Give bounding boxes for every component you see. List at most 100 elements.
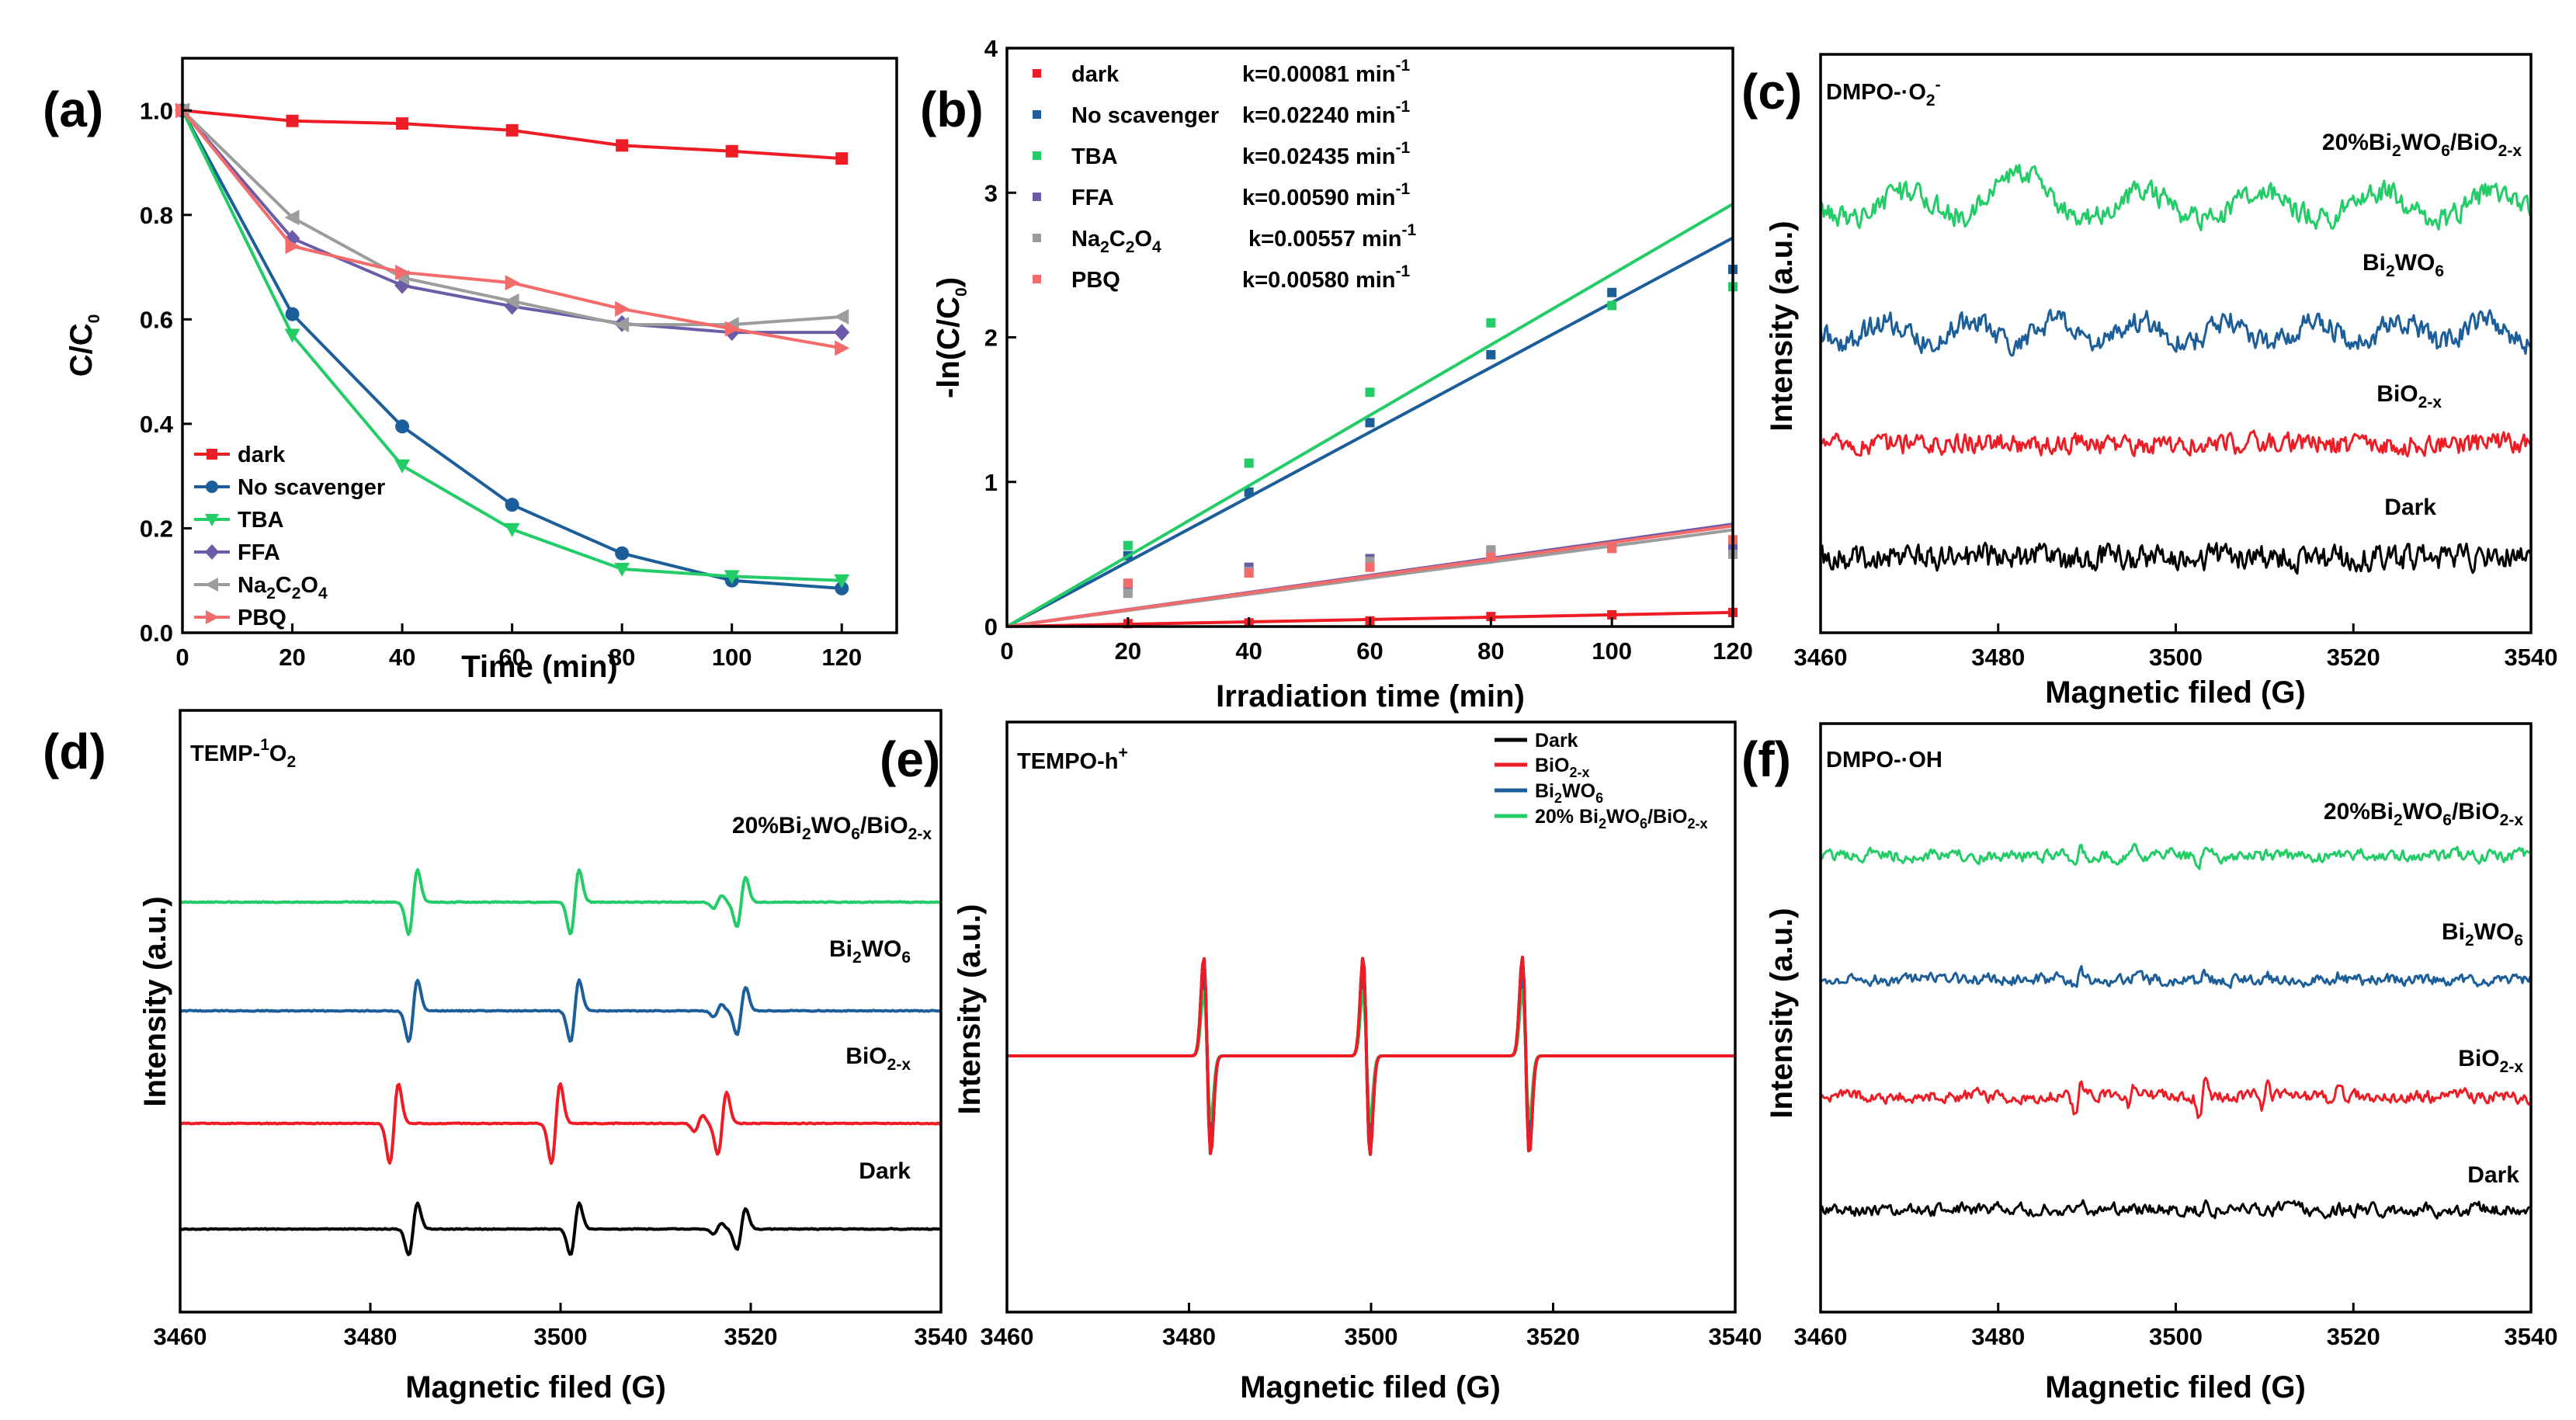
data-point [615, 546, 630, 561]
panel-d-title: TEMP-1O2 [190, 736, 296, 771]
panel-e-x-tick-label: 3540 [1709, 1323, 1762, 1350]
panel-e-title: TEMPO-h+ [1017, 744, 1128, 774]
panel-b-y-tick-label: 2 [984, 325, 998, 352]
panel-b: (b) 0 20 40 60 80 100 120 0 1 2 3 4 Irradiation ti… [920, 35, 1753, 713]
legend-item-tba-k: TBA k=0.02435 min-1 [1033, 139, 1411, 169]
panel-b-x-tick-label: 40 [1235, 637, 1262, 665]
panel-e-x-title: Magnetic filed (G) [1240, 1370, 1501, 1404]
data-point [616, 139, 629, 152]
data-point [614, 317, 630, 333]
panel-f-x-tick-label: 3540 [2505, 1323, 2558, 1350]
panel-c-letter: (c) [1741, 64, 1802, 120]
data-point [1244, 458, 1254, 468]
legend-e-item-composite: 20% Bi2WO6/BiO2-x [1495, 806, 1707, 832]
epr-trace-1 [1819, 308, 2532, 357]
panel-d-label-dark: Dark [859, 1158, 911, 1184]
data-point [395, 264, 411, 280]
panel-a-x-tick-label: 40 [389, 644, 415, 671]
legend-label-ffa: FFA [238, 540, 280, 565]
panel-a-x-tick-label: 100 [712, 644, 752, 671]
data-point [834, 324, 850, 342]
data-point [835, 340, 850, 356]
legend-label-tba: TBA [238, 508, 284, 533]
panel-b-y-tick-label: 0 [984, 613, 998, 641]
data-point [285, 307, 300, 321]
panel-f-label-bi2wo6: Bi2WO6 [2442, 919, 2523, 950]
panel-a-y-ticks: 0.0 0.2 0.4 0.6 0.8 1.0 [140, 97, 192, 647]
epr-trace-0 [1819, 842, 2531, 870]
data-point [1607, 543, 1617, 554]
legend-item-no-scavenger-k: No scavenger k=0.02240 min-1 [1033, 98, 1411, 128]
panel-f-label-dark: Dark [2467, 1162, 2519, 1188]
panel-e-x-ticks: 3460 3480 3500 3520 3540 [981, 1303, 1762, 1350]
panel-a-plot [175, 102, 850, 595]
data-point [614, 562, 630, 577]
panel-e-letter: (e) [880, 731, 940, 787]
legend-item-na2c2o4: Na2C2O4 [194, 573, 328, 602]
panel-b-x-tick-label: 120 [1713, 637, 1753, 665]
panel-f-plot [1819, 842, 2532, 1220]
panel-a-y-tick-label: 0.2 [140, 515, 173, 542]
data-point [1486, 552, 1496, 562]
data-point [505, 498, 519, 512]
data-point [1244, 487, 1254, 497]
epr-trace-3 [179, 1201, 942, 1256]
legend-label-na2c2o4: Na2C2O4 [238, 573, 328, 602]
panel-f-x-tick-label: 3480 [1971, 1323, 2025, 1350]
legend-e-label-composite: 20% Bi2WO6/BiO2-x [1535, 806, 1707, 832]
legend-label-pbq: PBQ [238, 606, 286, 630]
panel-d: (d) 3460 3480 3500 3520 3540 Magnetic filed … [43, 709, 967, 1404]
legend-e-item-bio2x: BiO2-x [1495, 755, 1589, 780]
legend-b-label-na2c2o4: Na2C2O4 [1071, 227, 1161, 256]
legend-e-label-dark: Dark [1535, 730, 1578, 752]
panel-c-x-tick-label: 3480 [1971, 644, 2025, 671]
panel-a-x-ticks: 0 20 40 60 80 100 120 [175, 623, 862, 671]
panel-a-x-title: Time (min) [461, 650, 618, 684]
legend-b-label-pbq: PBQ [1071, 268, 1120, 293]
panel-e-y-title: Intensity (a.u.) [953, 904, 987, 1114]
panel-e-legend: Dark BiO2-x Bi2WO6 20% Bi2WO6/BiO2-x [1495, 730, 1707, 832]
data-point [1123, 588, 1133, 599]
legend-item-pbq: PBQ [194, 606, 286, 630]
data-point [835, 581, 849, 595]
data-point [394, 459, 411, 474]
legend-b-label-ffa: FFA [1071, 186, 1114, 210]
panel-b-y-tick-label: 1 [984, 469, 998, 496]
panel-a-frame [181, 57, 898, 634]
legend-e-label-bi2wo6: Bi2WO6 [1535, 780, 1603, 806]
epr-trace-3 [1819, 541, 2532, 575]
panel-c-label-dark: Dark [2384, 495, 2436, 520]
panel-b-letter: (b) [920, 82, 984, 137]
panel-b-y-tick-label: 4 [984, 35, 998, 62]
data-point [1365, 387, 1375, 398]
panel-c-y-title: Intensity (a.u.) [1765, 220, 1799, 431]
panel-c: (c) 3460 3480 3500 3520 3540 Magnetic filed … [1741, 53, 2558, 710]
legend-item-tba: TBA [194, 508, 284, 533]
data-point [1365, 418, 1375, 428]
panel-c-label-bio2x: BiO2-x [2376, 381, 2442, 411]
data-point [284, 210, 300, 226]
data-point [1486, 318, 1496, 328]
data-point [505, 123, 519, 137]
panel-f: (f) 3460 3480 3500 3520 3540 Magnetic filed … [1741, 722, 2558, 1404]
panel-a-letter: (a) [43, 82, 103, 137]
legend-b-k-pbq: k=0.00580 min-1 [1242, 262, 1411, 293]
data-point [1123, 540, 1133, 550]
epr-trace-0 [179, 868, 942, 936]
panel-f-title: DMPO-·OH [1826, 748, 1942, 772]
panel-b-legend: dark k=0.00081 min-1 No scavenger k=0.02… [1033, 57, 1417, 293]
data-point [725, 144, 738, 158]
panel-d-letter: (d) [43, 724, 106, 779]
panel-e: (e) 3460 3480 3500 3520 3540 Magnetic filed … [880, 720, 1762, 1404]
legend-b-k-tba: k=0.02435 min-1 [1242, 139, 1411, 169]
panel-b-x-ticks: 0 20 40 60 80 100 120 [1000, 617, 1753, 665]
data-point [1486, 545, 1496, 555]
data-point [835, 152, 849, 165]
data-point [1607, 300, 1617, 311]
panel-a-y-tick-label: 0.0 [140, 620, 173, 647]
panel-c-x-tick-label: 3540 [2505, 644, 2558, 671]
data-point [285, 238, 300, 255]
panel-d-x-title: Magnetic filed (G) [405, 1370, 666, 1404]
legend-item-ffa: FFA [194, 540, 280, 565]
